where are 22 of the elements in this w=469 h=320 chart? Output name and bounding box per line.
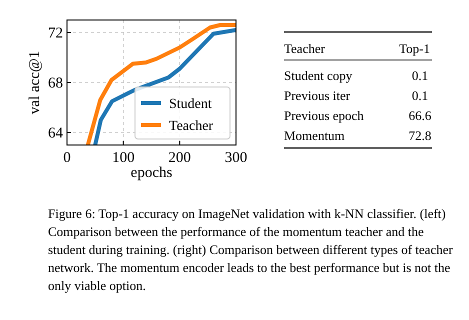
y-tick-label: 72: [48, 26, 63, 42]
caption: Figure 6: Top-1 accuracy on ImageNet validation with k-NN classifier. (left) Comparison between the performance of the momentum teacher and the student during training. (right) Comparison between different types of teacher network. The momentum encoder leads to the best performance but is not the only viable option.: [48, 206, 454, 293]
data-label: 66.6: [408, 108, 432, 123]
category-label: Previous iter: [284, 88, 351, 103]
x-tick-label: 100: [112, 150, 135, 166]
text: Top-1: [399, 41, 430, 56]
category-label: Momentum: [284, 128, 345, 143]
category-label: Student copy: [284, 68, 353, 83]
x-axis-title: epochs: [130, 165, 172, 181]
text: Teacher: [284, 41, 326, 56]
data-label: 0.1: [412, 88, 428, 103]
category-label: Previous epoch: [284, 108, 364, 123]
x-tick-label: 200: [168, 150, 191, 166]
data-label: 0.1: [412, 68, 428, 83]
x-tick-label: 0: [63, 150, 71, 166]
x-tick-label: 300: [224, 150, 248, 166]
legend-label: Teacher: [169, 119, 214, 134]
y-axis-title: val acc@1: [27, 50, 43, 114]
data-label: 72.8: [408, 128, 432, 143]
legend-label: Student: [169, 97, 212, 112]
y-tick-label: 68: [48, 76, 63, 92]
y-tick-label: 64: [48, 126, 64, 142]
